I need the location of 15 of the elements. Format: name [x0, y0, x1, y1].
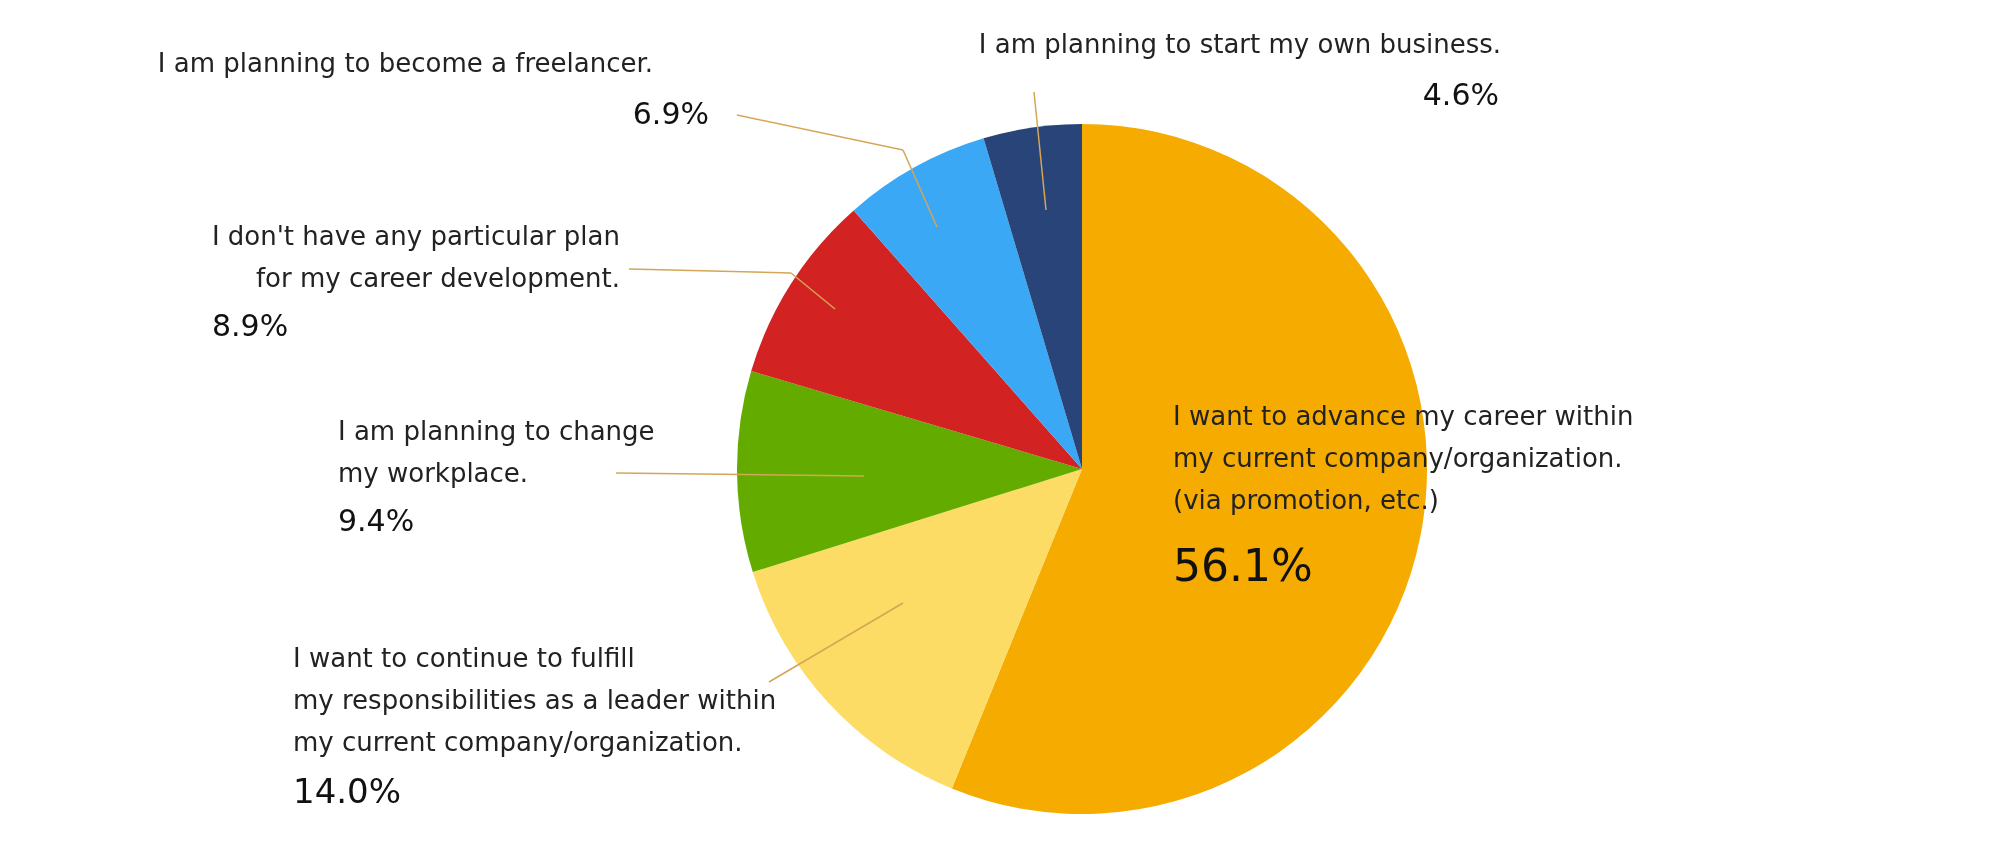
- slice-label: I am planning to change my workplace.: [338, 416, 655, 488]
- slice-label: I am planning to become a freelancer.: [157, 48, 653, 78]
- slice-label: I don't have any particular plan for my career development.: [211, 221, 620, 293]
- data-label: 9.4%: [338, 503, 415, 538]
- data-label: 14.0%: [293, 771, 402, 811]
- pie-slice: [853, 138, 1082, 469]
- data-label: 56.1%: [1173, 540, 1313, 591]
- data-label: 6.9%: [632, 96, 709, 131]
- data-label: 4.6%: [1422, 77, 1499, 112]
- data-label: 8.9%: [212, 308, 289, 343]
- pie-slice: [737, 371, 1082, 573]
- pie-slice: [751, 210, 1082, 469]
- slice-label: I am planning to start my own business.: [978, 29, 1501, 59]
- pie-slice: [983, 124, 1082, 469]
- slice-label: I want to continue to fulfill my responsibilities as a leader within my current company/organization.: [293, 643, 777, 757]
